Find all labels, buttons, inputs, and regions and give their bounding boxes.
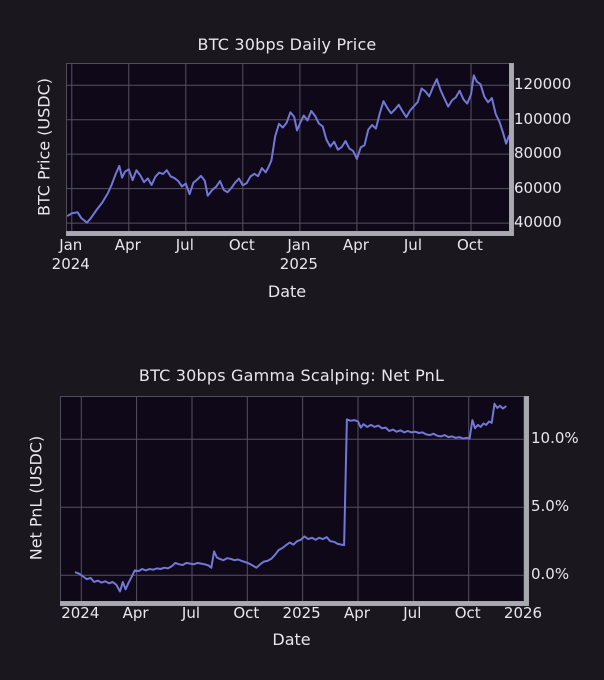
x-tick-label: 2026 — [503, 604, 543, 622]
y-tick-label: 10.0% — [531, 429, 579, 448]
y-tick-label: 120000 — [514, 75, 572, 94]
pnl-chart-title: BTC 30bps Gamma Scalping: Net PnL — [138, 366, 445, 385]
x-tick-label: 2025 — [282, 604, 321, 622]
x-tick-label: Jul — [403, 236, 422, 254]
x-tick-label: Jul — [175, 236, 194, 254]
x-tick-label: 2024 — [61, 604, 100, 622]
x-tick-label: Oct — [454, 604, 481, 622]
pnl-bottom-spine — [60, 601, 529, 606]
price-plot-area — [66, 63, 510, 232]
y-tick-label: 0.0% — [531, 565, 570, 584]
x-tick-label: Jul — [403, 604, 422, 622]
price-bottom-spine — [66, 231, 514, 236]
y-tick-label: 40000 — [514, 213, 562, 232]
price-x-axis-label: Date — [267, 282, 307, 301]
x-tick-label: Jan 2024 — [51, 236, 90, 273]
y-tick-label: 80000 — [514, 144, 562, 163]
price-right-spine — [509, 63, 514, 236]
pnl-right-spine — [524, 396, 529, 606]
pnl-line-chart — [61, 397, 524, 601]
x-tick-sublabel: 2024 — [51, 255, 90, 273]
price-y-axis-label: BTC Price (USDC) — [34, 77, 54, 217]
x-tick-label: Oct — [228, 236, 255, 254]
x-tick-label: Apr — [114, 236, 141, 254]
x-tick-label: Jan 2025 — [279, 236, 318, 273]
pnl-x-axis-label: Date — [272, 630, 311, 649]
x-tick-label: Oct — [233, 604, 260, 622]
y-tick-label: 5.0% — [531, 497, 570, 516]
x-tick-label: Jul — [181, 604, 201, 622]
price-chart-title: BTC 30bps Daily Price — [197, 35, 377, 54]
pnl-y-axis-label: Net PnL (USDC) — [26, 435, 46, 561]
x-tick-sublabel: 2025 — [279, 255, 318, 273]
x-tick-label: Oct — [457, 236, 483, 254]
x-tick-label: Apr — [343, 604, 370, 622]
x-tick-label: Apr — [342, 236, 369, 254]
pnl-plot-area — [60, 396, 525, 602]
x-tick-label: Apr — [122, 604, 149, 622]
price-line-chart — [67, 64, 509, 231]
y-tick-label: 60000 — [514, 178, 562, 197]
y-tick-label: 100000 — [514, 109, 572, 128]
